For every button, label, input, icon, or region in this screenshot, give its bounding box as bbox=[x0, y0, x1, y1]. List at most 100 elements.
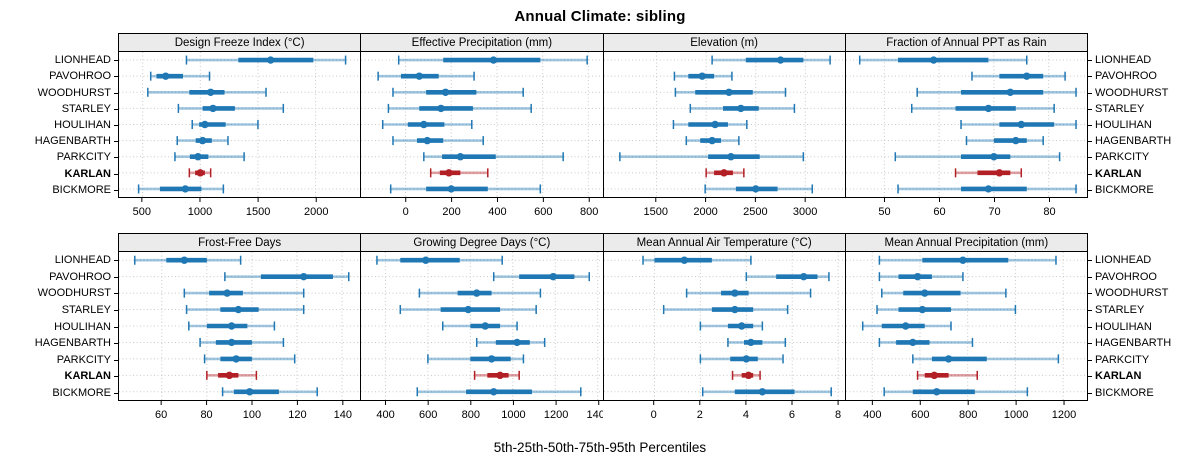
site-label-starley: STARLEY bbox=[1088, 101, 1200, 117]
median-dot-karlan bbox=[719, 169, 728, 177]
axis-elevation-m: 1500 2000 2500 3000 bbox=[603, 198, 845, 233]
median-dot-bickmore bbox=[490, 388, 498, 396]
interval-starley bbox=[177, 103, 285, 113]
interval-starley bbox=[662, 305, 788, 315]
tick-label: 100 bbox=[243, 409, 261, 421]
interval-houlihan bbox=[188, 321, 276, 331]
site-label-lionhead: LIONHEAD bbox=[1088, 52, 1200, 68]
panel-canvas bbox=[845, 52, 1087, 197]
interval-bickmore bbox=[416, 387, 582, 397]
median-dot-starley bbox=[736, 104, 745, 113]
tick-label: 1000 bbox=[1004, 409, 1028, 421]
site-label-karlan: KARLAN bbox=[0, 368, 118, 385]
tick-label: 400 bbox=[488, 206, 506, 218]
tick-label: 500 bbox=[133, 206, 151, 218]
interval-parkcity bbox=[699, 354, 784, 364]
interval-parkcity bbox=[894, 152, 1061, 162]
strip-frost-free-days: Frost-Free Days bbox=[118, 233, 361, 252]
panel-canvas bbox=[119, 52, 360, 197]
median-dot-karlan bbox=[930, 371, 938, 380]
interval-parkcity bbox=[911, 354, 1059, 364]
interval-lionhead bbox=[858, 55, 1028, 65]
median-dot-bickmore bbox=[758, 388, 766, 396]
median-dot-lionhead bbox=[490, 56, 498, 64]
site-label-bickmore: BICKMORE bbox=[0, 182, 118, 198]
figure-title: Annual Climate: sibling bbox=[514, 8, 686, 25]
tick-label: 4 bbox=[743, 409, 749, 421]
median-dot-lionhead bbox=[680, 256, 688, 264]
tick-label: 2000 bbox=[304, 206, 328, 218]
axis-fraction-of-annual-ppt-as-rain: 50 60 70 80 bbox=[846, 198, 1088, 233]
median-dot-hagenbarth bbox=[198, 136, 207, 145]
interval-woodhurst bbox=[674, 87, 786, 97]
interval-pavohroo bbox=[878, 272, 964, 282]
site-label-starley: STARLEY bbox=[0, 302, 118, 319]
site-label-hagenbarth: HAGENBARTH bbox=[1088, 133, 1200, 149]
interval-bickmore bbox=[390, 184, 542, 194]
median-dot-houlihan bbox=[901, 322, 910, 330]
median-dot-starley bbox=[984, 104, 992, 113]
site-label-bickmore: BICKMORE bbox=[1088, 182, 1200, 198]
tick-label: 800 bbox=[580, 206, 598, 218]
site-label-houlihan: HOULIHAN bbox=[0, 117, 118, 133]
panel-frost-free-days bbox=[118, 252, 361, 401]
interval-hagenbarth bbox=[176, 136, 229, 146]
median-dot-pavohroo bbox=[415, 72, 424, 80]
interval-houlihan bbox=[382, 120, 473, 129]
panel-canvas bbox=[603, 252, 845, 400]
axis-design-freeze-index-c: 500 1000 1500 2000 bbox=[118, 198, 361, 233]
median-dot-houlihan bbox=[201, 120, 209, 129]
median-dot-woodhurst bbox=[1006, 88, 1014, 96]
tick-label: 2 bbox=[697, 409, 703, 421]
panel-canvas bbox=[361, 52, 603, 197]
interval-bickmore bbox=[883, 387, 1028, 397]
median-dot-starley bbox=[209, 104, 217, 113]
median-dot-lionhead bbox=[958, 256, 967, 264]
median-dot-karlan bbox=[445, 169, 453, 177]
interval-woodhurst bbox=[147, 87, 267, 97]
tick-label: 0 bbox=[403, 206, 409, 218]
site-label-hagenbarth: HAGENBARTH bbox=[0, 133, 118, 149]
median-dot-parkcity bbox=[194, 153, 202, 161]
tick-label: 1500 bbox=[644, 206, 668, 218]
interval-lionhead bbox=[134, 255, 242, 265]
panel-elevation-m bbox=[602, 52, 845, 198]
interval-lionhead bbox=[641, 255, 752, 265]
interval-lionhead bbox=[710, 55, 831, 65]
site-label-karlan: KARLAN bbox=[1088, 166, 1200, 182]
interval-lionhead bbox=[376, 255, 504, 265]
tick-label: 3000 bbox=[793, 206, 817, 218]
median-dot-lionhead bbox=[180, 256, 189, 264]
interval-houlihan bbox=[960, 120, 1077, 129]
median-dot-woodhurst bbox=[920, 289, 929, 297]
axis-band-top: 500 1000 1500 2000 0 200 400 600 800 1500 2000 2500… bbox=[118, 198, 1088, 233]
interval-karlan bbox=[954, 168, 1022, 178]
panel-canvas bbox=[603, 52, 845, 197]
panel-mean-annual-air-temperature-c bbox=[602, 252, 845, 401]
median-dot-karlan bbox=[496, 371, 505, 380]
median-dot-hagenbarth bbox=[908, 338, 917, 347]
interval-karlan bbox=[731, 370, 761, 380]
median-dot-houlihan bbox=[710, 120, 719, 129]
median-dot-houlihan bbox=[481, 322, 490, 330]
median-dot-bickmore bbox=[181, 185, 190, 193]
axis-canvas: 1500 2000 2500 3000 bbox=[644, 198, 818, 218]
axis-canvas: 500 1000 1500 2000 bbox=[133, 198, 328, 218]
strip-growing-degree-days-c: Growing Degree Days (°C) bbox=[360, 233, 603, 252]
tick-label: 80 bbox=[200, 409, 212, 421]
axis-mean-annual-precipitation-mm: 400 600 800 1000 1200 bbox=[846, 401, 1088, 427]
median-dot-parkcity bbox=[944, 355, 953, 363]
interval-woodhurst bbox=[685, 288, 811, 298]
median-dot-houlihan bbox=[737, 322, 745, 330]
panel-design-freeze-index-c bbox=[118, 52, 361, 198]
median-dot-pavohroo bbox=[697, 72, 706, 80]
interval-bickmore bbox=[703, 184, 813, 194]
median-dot-starley bbox=[730, 305, 739, 314]
interval-karlan bbox=[206, 370, 258, 380]
panel-canvas bbox=[119, 252, 360, 400]
median-dot-pavohroo bbox=[799, 272, 807, 281]
strip-mean-annual-air-temperature-c: Mean Annual Air Temperature (°C) bbox=[602, 233, 845, 252]
median-dot-parkcity bbox=[456, 153, 465, 161]
panel-canvas bbox=[845, 252, 1087, 400]
